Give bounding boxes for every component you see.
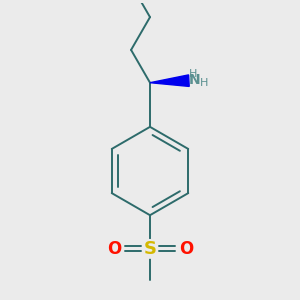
Text: O: O <box>178 240 193 258</box>
Text: H: H <box>189 69 197 79</box>
Text: H: H <box>200 78 208 88</box>
Polygon shape <box>150 75 189 86</box>
Text: N: N <box>188 73 200 87</box>
Text: S: S <box>143 240 157 258</box>
Text: O: O <box>107 240 122 258</box>
